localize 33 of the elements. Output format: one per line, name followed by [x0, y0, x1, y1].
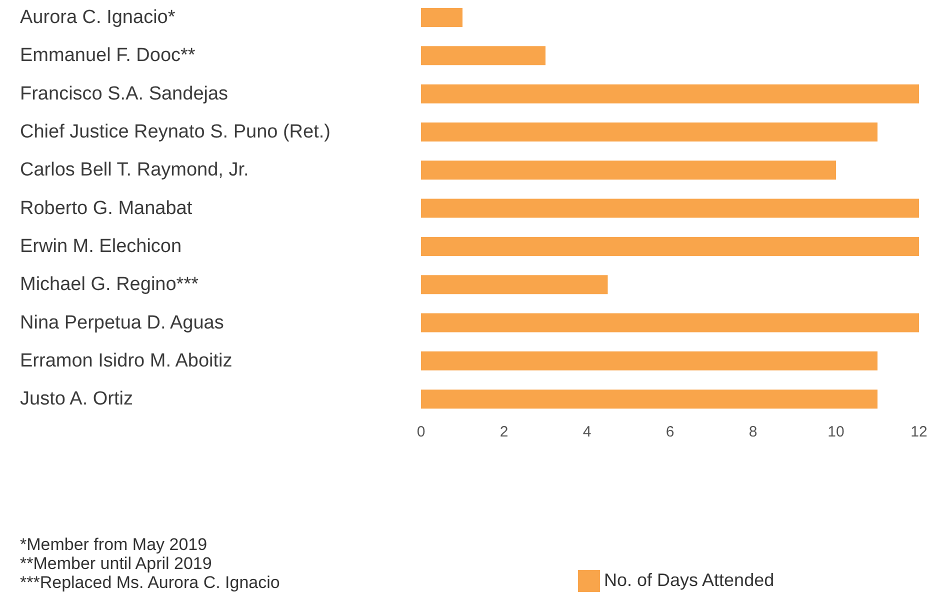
x-tick-label: 8 — [748, 423, 758, 440]
bar — [421, 160, 836, 180]
y-tick-label: Michael G. Regino*** — [20, 274, 200, 296]
y-tick-label: Justo A. Ortiz — [20, 388, 133, 410]
y-tick-label: Erwin M. Elechicon — [20, 236, 182, 258]
x-tick-label: 0 — [416, 423, 426, 440]
y-tick-label: Emmanuel F. Dooc** — [20, 45, 196, 66]
bar — [421, 351, 878, 370]
text: ***Replaced Ms. Aurora C. Ignacio — [20, 573, 280, 592]
x-tick-label: 12 — [910, 423, 928, 440]
bar — [421, 84, 919, 104]
bar — [421, 198, 919, 218]
bar — [421, 8, 462, 27]
legend-label: No. of Days Attended — [604, 570, 774, 590]
bar — [421, 46, 546, 66]
bar — [421, 275, 608, 294]
y-tick-label: Roberto G. Manabat — [20, 198, 193, 219]
x-tick-label: 2 — [500, 423, 508, 440]
bar — [421, 313, 919, 332]
x-tick-label: 4 — [582, 423, 592, 440]
y-tick-label: Chief Justice Reynato S. Puno (Ret.) — [20, 122, 330, 143]
y-tick-label: Carlos Bell T. Raymond, Jr. — [20, 160, 249, 181]
bar — [421, 390, 878, 409]
bar — [421, 236, 919, 256]
y-tick-label: Aurora C. Ignacio* — [20, 7, 176, 28]
x-tick-label: 6 — [666, 423, 674, 440]
y-tick-label: Francisco S.A. Sandejas — [20, 83, 228, 104]
x-tick-label: 10 — [828, 423, 844, 440]
y-tick-label: Erramon Isidro M. Aboitiz — [20, 350, 232, 372]
bar — [421, 122, 878, 142]
y-tick-label: Nina Perpetua D. Aguas — [20, 312, 224, 334]
text: **Member until April 2019 — [20, 554, 213, 573]
text: *Member from May 2019 — [20, 535, 208, 554]
